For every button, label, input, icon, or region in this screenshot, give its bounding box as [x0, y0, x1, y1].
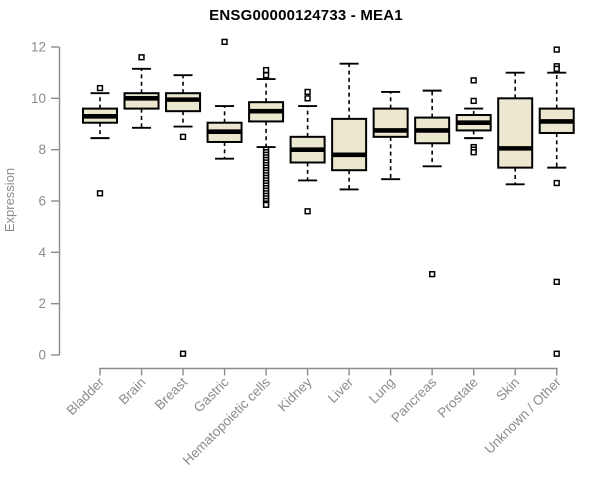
outlier-point: [179, 350, 187, 357]
outlier-point: [96, 84, 104, 92]
outlier-point: [470, 149, 477, 156]
x-category-label: Gastric: [191, 374, 232, 415]
outlier-point: [304, 208, 311, 215]
y-tick-label: 10: [31, 91, 46, 106]
outlier-point: [553, 179, 560, 187]
x-category-label: Prostate: [435, 375, 481, 421]
outlier-point: [470, 77, 477, 84]
y-tick-label: 4: [38, 245, 46, 260]
boxplot-breast: [165, 74, 202, 357]
outlier-point: [179, 133, 187, 140]
outlier-point: [262, 201, 270, 208]
boxplot-unknown-other: [538, 46, 575, 357]
x-category-label: Liver: [325, 374, 357, 406]
x-category-label: Kidney: [275, 374, 315, 414]
boxplot-hematopoietic-cells: [248, 66, 285, 208]
x-category-label: Unknown / Other: [482, 374, 565, 457]
y-tick-label: 8: [38, 142, 46, 157]
iqr-box: [331, 117, 368, 172]
outlier-point: [262, 72, 270, 79]
boxplot-brain: [123, 54, 160, 129]
outlier-point: [553, 46, 560, 53]
outlier-point: [221, 38, 228, 46]
x-category-label: Breast: [152, 374, 190, 412]
x-category-label: Skin: [493, 375, 522, 404]
boxplot-bladder: [82, 84, 118, 197]
outlier-point: [96, 190, 104, 197]
x-category-label: Brain: [116, 375, 149, 408]
outlier-point: [138, 54, 145, 61]
outlier-point: [429, 271, 436, 278]
y-tick-label: 0: [38, 348, 46, 363]
x-category-label: Lung: [366, 375, 398, 407]
boxplot-prostate: [455, 77, 492, 156]
y-tick-label: 6: [38, 194, 46, 209]
iqr-box: [165, 92, 202, 113]
iqr-box: [123, 92, 160, 110]
outlier-point: [553, 350, 560, 357]
boxplot-kidney: [289, 88, 326, 215]
outlier-point: [553, 65, 560, 72]
boxplot-lung: [372, 90, 409, 181]
x-category-label: Pancreas: [388, 374, 439, 425]
boxplot-skin: [497, 71, 534, 186]
boxplot-pancreas: [414, 89, 451, 278]
outlier-point: [304, 88, 311, 96]
outlier-point: [470, 97, 477, 105]
outlier-point: [553, 278, 560, 286]
y-tick-label: 12: [31, 40, 46, 55]
outlier-point: [262, 66, 270, 74]
boxplot-liver: [331, 62, 368, 191]
boxplot-gastric: [206, 38, 243, 160]
chart-title: ENSG00000124733 - MEA1: [209, 7, 403, 24]
outlier-point: [304, 95, 311, 102]
y-tick-label: 2: [38, 296, 46, 311]
iqr-box: [497, 97, 534, 169]
x-category-label: Bladder: [64, 374, 108, 418]
